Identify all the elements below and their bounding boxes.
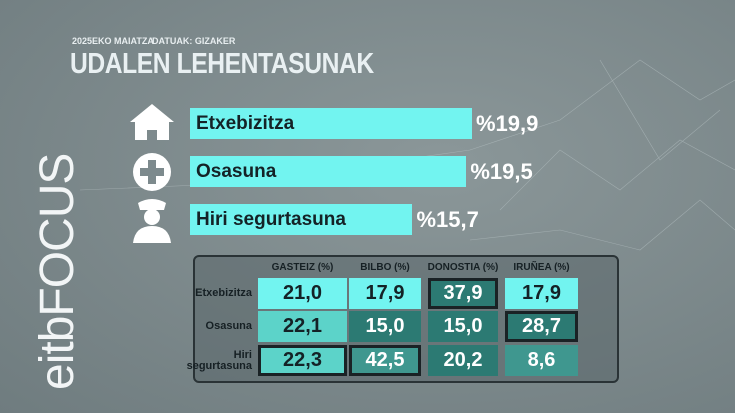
table-cell: 15,0 [349, 311, 421, 342]
table-cell: 20,2 [428, 345, 498, 376]
bar [190, 108, 472, 139]
table-cell: 28,7 [505, 311, 578, 342]
value-label: %15,7 [416, 207, 479, 232]
column-header: IRUÑEA (%) [513, 262, 570, 273]
row-header: Osasuna [205, 320, 252, 332]
value-label: %19,9 [475, 111, 539, 136]
table-cell: 21,0 [258, 278, 347, 309]
table-cell: 8,6 [505, 345, 578, 376]
column-header: DONOSTIA (%) [427, 262, 499, 273]
column-header: BILBO (%) [360, 262, 410, 273]
value-label: %19,5 [470, 159, 533, 184]
table-cell: 17,9 [505, 278, 578, 309]
row-header: Hiri segurtasuna [186, 348, 253, 372]
icons [130, 104, 174, 243]
bar-label: Hiri segurtasuna [196, 209, 346, 230]
source: DATUAK: GIZAKER [152, 36, 236, 46]
table-cell: 22,3 [258, 345, 347, 376]
table-cell: 22,1 [258, 311, 347, 342]
table-cell: 17,9 [349, 278, 421, 309]
bar-label: Osasuna [196, 161, 277, 182]
bar [190, 156, 467, 187]
table-cell: 42,5 [349, 345, 421, 376]
bar [190, 204, 413, 235]
column-header: GASTEIZ (%) [271, 262, 334, 273]
table-cell: 37,9 [428, 278, 498, 309]
table-cell: 15,0 [428, 311, 498, 342]
bar-label: Etxebizitza [196, 113, 295, 134]
logo: eitbFOCUS [31, 153, 84, 390]
date: 2025EKO MAIATZA [72, 36, 154, 46]
row-header: Etxebizitza [195, 287, 252, 299]
title: UDALEN LEHENTASUNAK [70, 48, 374, 80]
